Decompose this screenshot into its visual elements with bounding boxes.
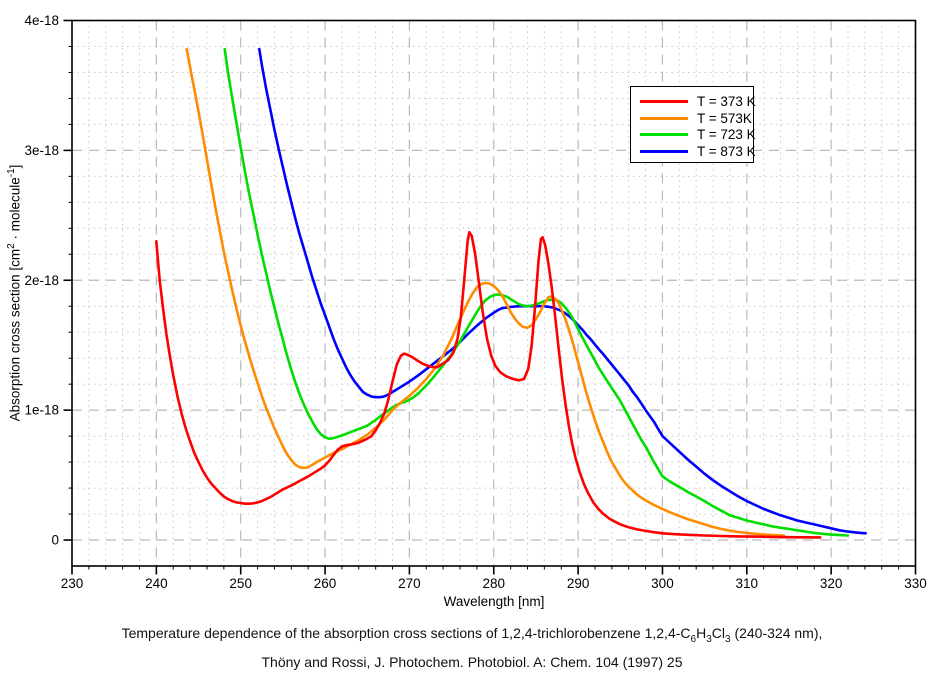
caption-segment: 3 [725, 633, 731, 645]
legend-label-723k: T = 723 K [697, 127, 756, 143]
series-line-573k [185, 47, 786, 537]
x-tick-label-280: 280 [482, 576, 505, 591]
x-tick-label-300: 300 [651, 576, 674, 591]
caption-line-1: Temperature dependence of the absorption… [0, 622, 944, 651]
caption-segment: 2 [6, 243, 17, 249]
series-lines [155, 47, 867, 539]
caption-segment: 6 [690, 633, 697, 645]
caption-segment: (240-324 nm), [730, 625, 823, 641]
x-tick-label-330: 330 [904, 576, 927, 591]
legend-item-873k: T = 873 K [631, 143, 756, 160]
series-line-723k [223, 47, 850, 537]
legend-swatch-373k [640, 99, 688, 103]
y-axis-label: Absorption cross section [cm2 · molecule… [6, 13, 26, 573]
caption-segment: · molecule [7, 177, 23, 244]
series-line-873k [258, 47, 867, 535]
caption-segment: Temperature dependence of the absorption… [121, 625, 691, 641]
caption-line-2: Thöny and Rossi, J. Photochem. Photobiol… [261, 653, 683, 670]
caption-segment: 3 [706, 633, 712, 645]
legend-swatch-573k [640, 116, 688, 120]
legend-label-873k: T = 873 K [697, 144, 756, 160]
legend-swatch-873k [640, 150, 688, 154]
y-tick-label-1e-18: 1e-18 [24, 403, 59, 418]
x-tick-label-260: 260 [314, 576, 337, 591]
x-axis-label: Wavelength [nm] [443, 594, 545, 609]
y-tick-label-4e-18: 4e-18 [24, 13, 59, 28]
caption-segment: -1 [6, 168, 17, 178]
caption-segment: Absorption cross section [cm [7, 248, 23, 422]
x-tick-label-320: 320 [820, 576, 843, 591]
caption: Temperature dependence of the absorption… [0, 622, 944, 673]
y-tick-label-0: 0 [51, 533, 59, 548]
x-tick-label-290: 290 [567, 576, 590, 591]
x-tick-label-250: 250 [229, 576, 252, 591]
tick-labels: 230 240 250 260 270 280 290 300 310 320 330 0 1e-18 2… [24, 13, 926, 591]
x-tick-label-230: 230 [61, 576, 84, 591]
legend-label-373k: T = 373 K [697, 93, 756, 109]
legend-label-573k: T = 573K [697, 110, 752, 126]
legend-item-723k: T = 723 K [631, 127, 756, 144]
y-tick-label-3e-18: 3e-18 [24, 143, 59, 158]
grid-lines [72, 20, 916, 566]
series-line-373k [155, 230, 822, 539]
caption-segment: ] [7, 164, 23, 169]
x-tick-label-240: 240 [145, 576, 168, 591]
axes [63, 19, 917, 575]
caption-segment: H [696, 625, 707, 641]
caption-segment: Cl [711, 625, 725, 641]
x-tick-label-310: 310 [736, 576, 759, 591]
legend-swatch-723k [640, 133, 688, 137]
legend-item-373k: T = 373 K [631, 93, 756, 110]
y-tick-label-2e-18: 2e-18 [24, 273, 59, 288]
x-tick-label-270: 270 [398, 576, 421, 591]
legend-item-573k: T = 573K [631, 110, 753, 127]
